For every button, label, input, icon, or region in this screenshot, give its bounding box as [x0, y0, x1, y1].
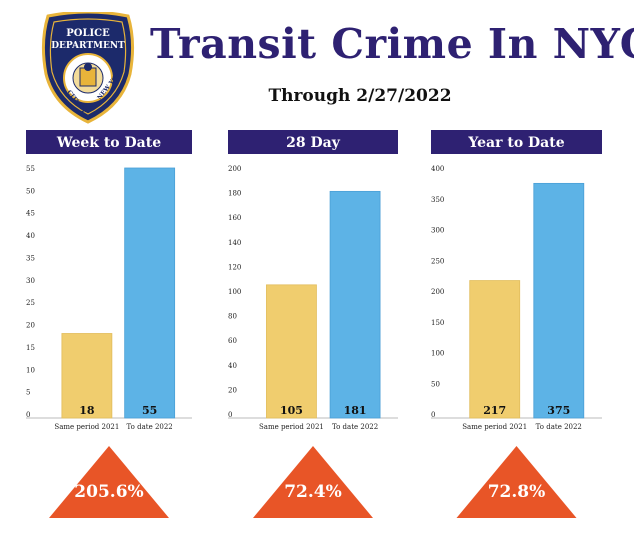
chart-1-ytick-label: 15 — [26, 344, 35, 352]
chart-1-category-label: To date 2022 — [127, 423, 173, 431]
chart-1-bar-2021 — [61, 333, 113, 419]
chart-1-category-label: Same period 2021 — [54, 423, 119, 431]
police-badge-logo: POLICE DEPARTMENT CITY OF NEW YORK — [41, 12, 135, 124]
chart-2-bar-2021 — [266, 284, 317, 419]
chart-3-value-label: 217 — [483, 404, 506, 417]
chart-3-ytick-label: 350 — [431, 196, 444, 204]
chart-1-change-label: 205.6% — [74, 482, 143, 502]
chart-2-ytick-label: 20 — [228, 386, 237, 394]
chart-2-header-bar — [228, 130, 398, 154]
chart-2-value-label: 181 — [344, 404, 367, 417]
chart-1-ytick-label: 45 — [26, 210, 35, 218]
chart-2-change-triangle — [253, 446, 373, 518]
chart-1-ytick-label: 20 — [26, 322, 35, 330]
chart-3-ytick-label: 250 — [431, 257, 444, 265]
chart-3-change-label: 72.8% — [488, 482, 546, 502]
chart-3-bar-2021 — [469, 280, 521, 419]
badge-text-department: DEPARTMENT — [51, 41, 125, 51]
chart-3-ytick-label: 100 — [431, 350, 444, 358]
chart-2-ytick-label: 140 — [228, 239, 241, 247]
chart-2-ytick-label: 60 — [228, 337, 237, 345]
chart-1-header-bar — [26, 130, 192, 154]
chart-3-ytick-label: 200 — [431, 288, 444, 296]
chart-2-ytick-label: 40 — [228, 362, 237, 370]
chart-2-change-label: 72.4% — [284, 482, 342, 502]
chart-3-ytick-label: 150 — [431, 319, 444, 327]
chart-2-category-label: To date 2022 — [332, 423, 378, 431]
chart-3-title: Year to Date — [467, 135, 564, 151]
chart-3-ytick-label: 300 — [431, 227, 444, 235]
chart-3-bar-2022 — [533, 182, 585, 419]
chart-1-ytick-label: 25 — [26, 299, 35, 307]
chart-2-ytick-label: 180 — [228, 190, 241, 198]
chart-3-ytick-label: 400 — [431, 165, 444, 173]
chart-1-value-label: 18 — [79, 404, 95, 417]
chart-3-category-label: Same period 2021 — [462, 423, 527, 431]
chart-2-bar-2022 — [329, 190, 381, 419]
chart-1-ytick-label: 30 — [26, 277, 35, 285]
chart-3-change-triangle — [456, 446, 577, 518]
chart-2-ytick-label: 200 — [228, 165, 241, 173]
chart-1-ytick-label: 10 — [26, 366, 35, 374]
chart-3-ytick-label: 50 — [431, 380, 440, 388]
chart-2-ytick-label: 80 — [228, 313, 237, 321]
badge-text-police: POLICE — [66, 28, 110, 39]
chart-1-title: Week to Date — [56, 135, 161, 151]
chart-3-value-label: 375 — [547, 404, 570, 417]
chart-1-bar-2022 — [124, 167, 176, 419]
chart-2-ytick-label: 160 — [228, 214, 241, 222]
chart-2-ytick-label: 120 — [228, 263, 241, 271]
chart-2-value-label: 105 — [280, 404, 303, 417]
chart-1-ytick-label: 50 — [26, 187, 35, 195]
chart-3-header-bar — [431, 130, 602, 154]
chart-1-change-triangle — [49, 446, 169, 518]
chart-3-category-label: To date 2022 — [536, 423, 582, 431]
chart-3-ytick-label: 0 — [431, 411, 435, 419]
chart-1-value-label: 55 — [142, 404, 157, 417]
chart-2-ytick-label: 0 — [228, 411, 232, 419]
chart-2-title: 28 Day — [286, 135, 341, 151]
chart-2-ytick-label: 100 — [228, 288, 241, 296]
chart-1-ytick-label: 40 — [26, 232, 35, 240]
chart-1-ytick-label: 0 — [26, 411, 30, 419]
chart-1-ytick-label: 5 — [26, 389, 30, 397]
chart-2-category-label: Same period 2021 — [259, 423, 324, 431]
page-title: Transit Crime In NYC — [150, 20, 634, 68]
chart-1-ytick-label: 55 — [26, 165, 35, 173]
page-subtitle: Through 2/27/2022 — [268, 86, 452, 106]
chart-1-ytick-label: 35 — [26, 254, 35, 262]
